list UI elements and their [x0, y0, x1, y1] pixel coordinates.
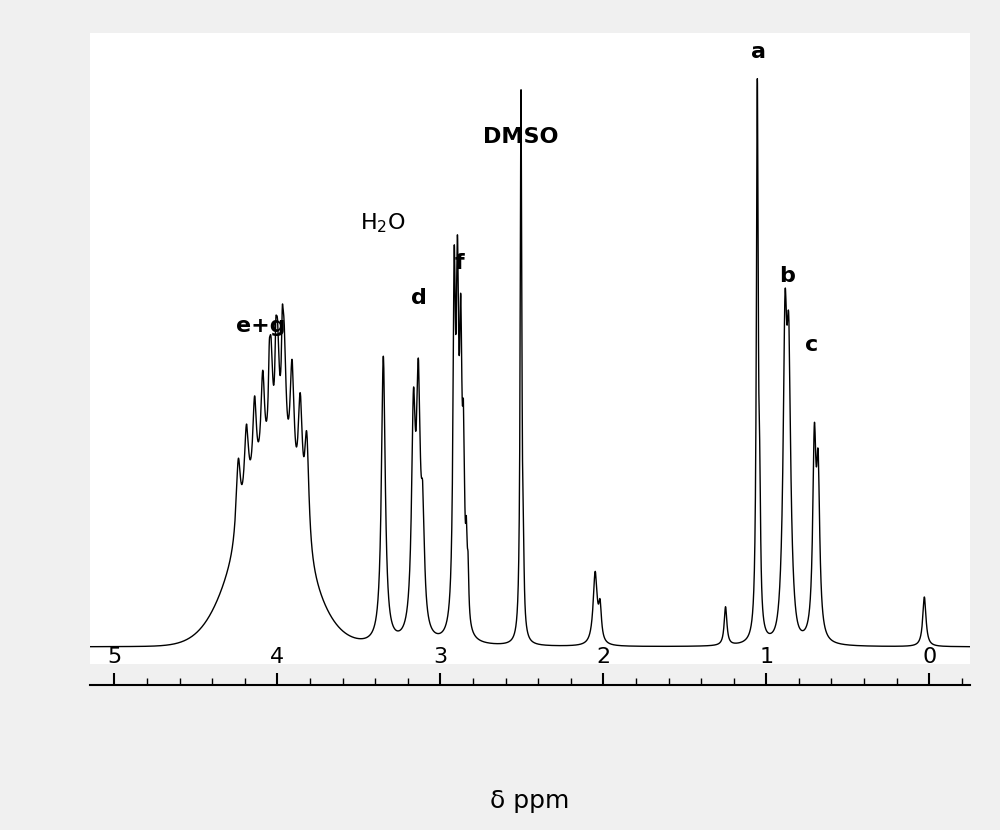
Text: f: f	[455, 253, 465, 273]
Text: e+g: e+g	[236, 316, 286, 336]
Text: δ ppm: δ ppm	[490, 789, 570, 813]
Text: c: c	[805, 335, 819, 355]
Text: DMSO: DMSO	[483, 127, 559, 147]
Text: b: b	[780, 266, 795, 286]
Text: a: a	[751, 42, 766, 61]
Text: d: d	[411, 288, 427, 308]
Text: H$_2$O: H$_2$O	[360, 212, 406, 235]
